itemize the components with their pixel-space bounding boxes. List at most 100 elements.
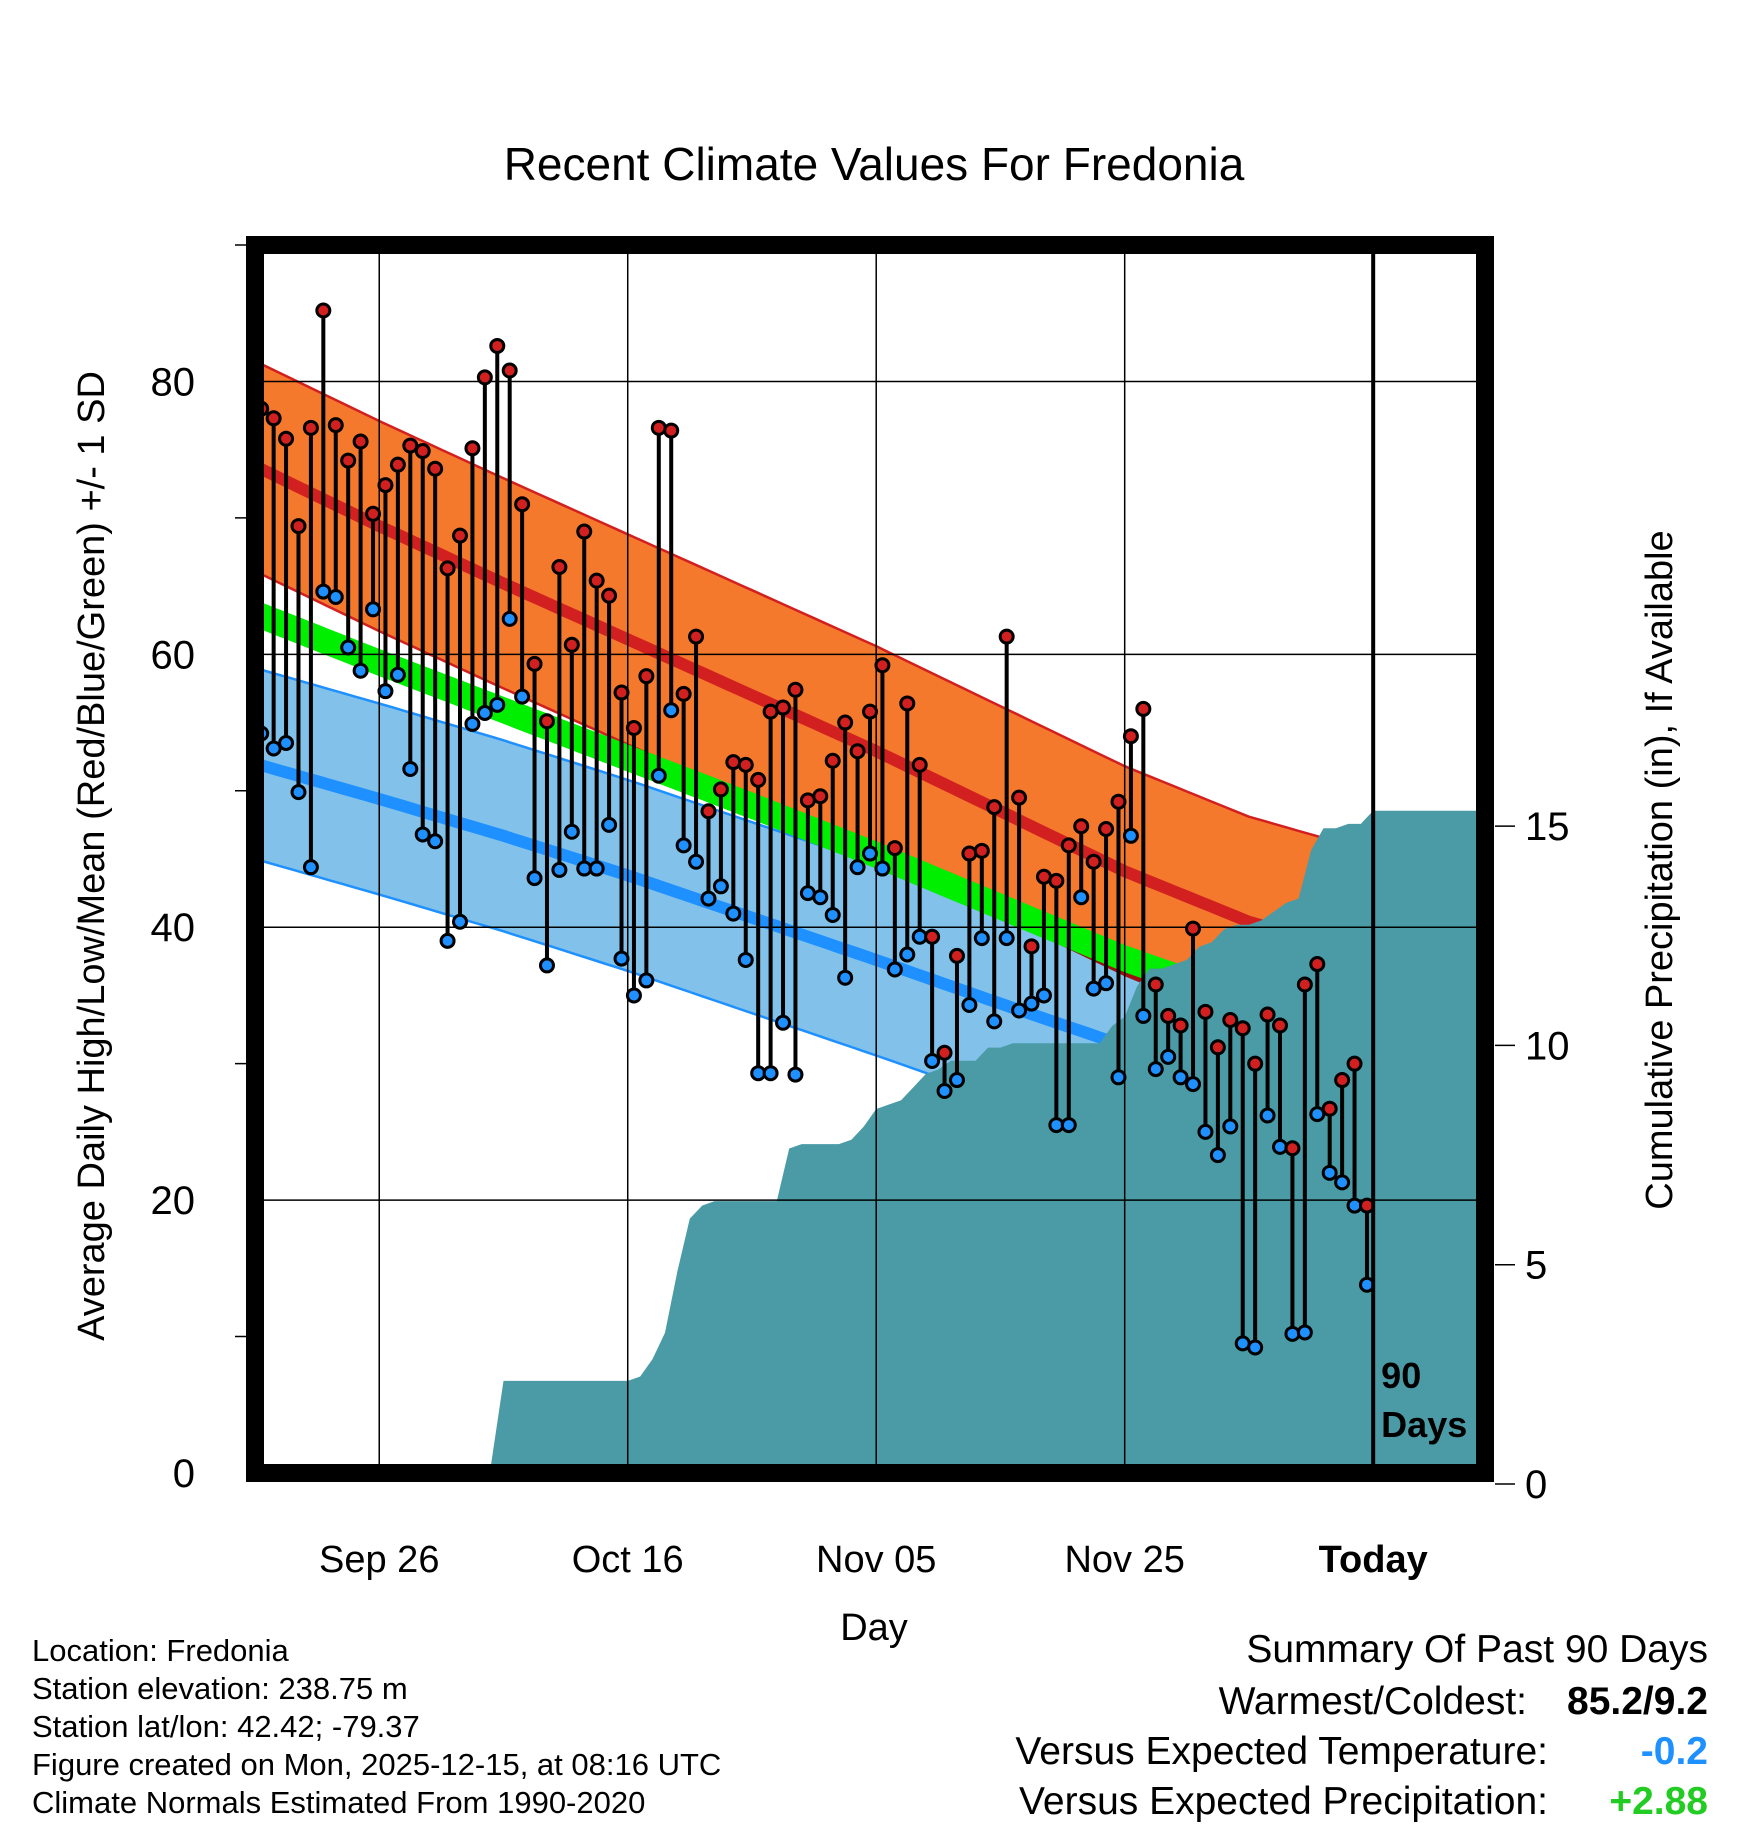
daily-high-point <box>874 657 891 674</box>
daily-low-point <box>389 666 406 683</box>
daily-low-point <box>625 987 642 1004</box>
daily-low-point <box>862 845 878 862</box>
daily-high-point <box>849 743 866 760</box>
daily-high-point <box>377 477 394 494</box>
daily-low-point <box>700 890 717 907</box>
daily-low-point <box>340 639 357 656</box>
daily-low-point <box>874 860 891 877</box>
daily-low-point <box>613 950 630 967</box>
daily-low-point <box>849 859 866 876</box>
daily-high-point <box>899 695 916 712</box>
daily-low-point <box>489 696 506 713</box>
daily-low-point <box>278 735 295 752</box>
daily-high-point <box>1135 700 1152 717</box>
daily-high-point <box>278 430 295 447</box>
daily-low-point <box>650 767 667 784</box>
y-tick-label-left: 80 <box>151 360 196 404</box>
y-axis-label-left: Average Daily High/Low/Mean (Red/Blue/Gr… <box>71 371 113 1341</box>
daily-high-point <box>1098 820 1115 837</box>
daily-high-point <box>265 410 282 427</box>
y-tick-label-left: 20 <box>151 1179 196 1223</box>
station-info: Location: Fredonia Station elevation: 23… <box>32 1632 721 1822</box>
daily-high-point <box>986 799 1003 816</box>
precip-cumulative-area <box>255 810 1485 1473</box>
summary-precip-label: Versus Expected Precipitation: <box>1019 1780 1548 1823</box>
daily-low-point <box>538 957 555 974</box>
plot-area: 90 Days 0 20 40 60 80 0 5 10 15 Sep 26 Oct 16 Nov 05 N… <box>151 236 1570 1581</box>
y-tick-label-left: 0 <box>173 1452 195 1496</box>
daily-high-point <box>936 1044 953 1061</box>
daily-high-point <box>973 842 990 859</box>
daily-low-point <box>377 683 394 700</box>
daily-low-point <box>973 930 990 947</box>
daily-low-point <box>688 853 705 870</box>
daily-low-point <box>1011 1002 1028 1019</box>
daily-high-point <box>489 337 506 354</box>
daily-low-point <box>1222 1118 1239 1135</box>
daily-high-point <box>1011 789 1028 806</box>
info-normals: Climate Normals Estimated From 1990-2020 <box>32 1785 646 1820</box>
daily-low-point <box>1334 1174 1351 1191</box>
daily-low-point <box>712 878 729 895</box>
daily-high-point <box>551 559 568 576</box>
daily-high-point <box>663 422 680 439</box>
daily-low-point <box>961 996 978 1013</box>
daily-low-point <box>352 662 369 679</box>
x-tick-label: Oct 16 <box>572 1539 684 1581</box>
daily-low-point <box>1060 1117 1077 1134</box>
summary-warmest-label: Warmest/Coldest: <box>1218 1680 1528 1723</box>
daily-low-point <box>601 816 618 833</box>
daily-high-point <box>365 505 382 522</box>
summary-title: Summary Of Past 90 Days <box>1246 1628 1708 1671</box>
daily-high-point <box>563 636 580 653</box>
summary-precip-value: +2.88 <box>1609 1780 1708 1823</box>
daily-high-point <box>812 788 829 805</box>
summary-precip: Versus Expected Precipitation: +2.88 <box>1019 1780 1708 1824</box>
daily-high-point <box>1321 1100 1338 1117</box>
plot-frame <box>246 236 1494 1482</box>
daily-low-point <box>1147 1061 1164 1078</box>
daily-high-point <box>1060 837 1077 854</box>
y-tick-label-right: 5 <box>1525 1244 1547 1288</box>
summary-warmest: Warmest/Coldest: 85.2/9.2 <box>1219 1680 1708 1724</box>
daily-low-point <box>365 601 382 618</box>
y-tick-label-right: 0 <box>1525 1463 1547 1507</box>
daily-low-point <box>439 932 456 949</box>
today-marker-days: Days <box>1381 1404 1467 1445</box>
daily-low-point <box>526 870 543 887</box>
daily-low-point <box>501 610 518 627</box>
info-location: Location: Fredonia <box>32 1633 289 1668</box>
daily-low-point <box>1172 1069 1189 1086</box>
daily-high-point <box>837 714 854 731</box>
daily-high-point <box>476 369 493 386</box>
daily-low-point <box>1321 1164 1338 1181</box>
daily-high-point <box>526 655 543 672</box>
daily-high-point <box>725 754 742 771</box>
daily-high-point <box>1259 1006 1276 1023</box>
daily-high-point <box>688 628 705 645</box>
y-tick-label-left: 40 <box>151 906 196 950</box>
daily-high-point <box>340 452 357 469</box>
daily-high-point <box>1197 1003 1214 1020</box>
daily-high-point <box>1346 1055 1363 1072</box>
daily-high-point <box>402 437 419 454</box>
daily-high-point <box>824 752 841 769</box>
daily-low-point <box>514 688 531 705</box>
daily-high-point <box>998 628 1015 645</box>
plot-content: 90 Days <box>255 245 1485 1473</box>
daily-low-point <box>837 969 854 986</box>
daily-high-point <box>1222 1012 1239 1029</box>
daily-high-point <box>514 496 531 513</box>
daily-high-point <box>737 756 754 773</box>
info-latlon: Station lat/lon: 42.42; -79.37 <box>32 1709 420 1744</box>
y-tick-label-right: 15 <box>1525 805 1570 849</box>
daily-low-point <box>563 823 580 840</box>
daily-high-point <box>601 587 618 604</box>
summary-temp-label: Versus Expected Temperature: <box>1015 1730 1548 1773</box>
daily-high-point <box>389 456 406 473</box>
daily-high-point <box>886 840 903 857</box>
daily-low-point <box>1209 1147 1226 1164</box>
daily-high-point <box>576 523 593 540</box>
daily-low-point <box>315 583 332 600</box>
daily-high-point <box>1172 1017 1189 1034</box>
